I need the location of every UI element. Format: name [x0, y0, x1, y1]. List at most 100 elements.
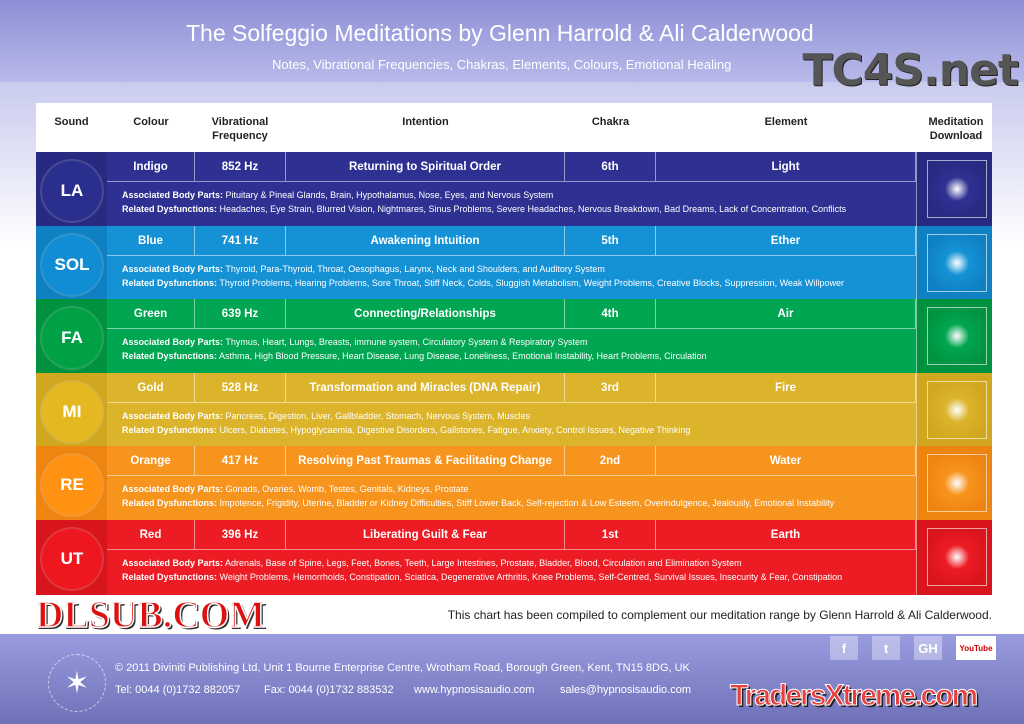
- body-parts-value: Gonads, Ovaries, Womb, Testes, Genitals,…: [225, 484, 469, 494]
- body-parts: Associated Body Parts: Adrenals, Base of…: [122, 556, 842, 570]
- meditation-cell: [916, 373, 992, 447]
- body-parts: Associated Body Parts: Thymus, Heart, Lu…: [122, 335, 707, 349]
- meditation-download-cover[interactable]: [927, 234, 987, 292]
- body-parts-label: Associated Body Parts:: [122, 411, 224, 421]
- dysfunctions-value: Asthma, High Blood Pressure, Heart Disea…: [219, 351, 707, 361]
- sound-badge: FA: [42, 308, 102, 368]
- diviniti-logo: ✶: [48, 654, 106, 712]
- element-cell: Light: [656, 152, 916, 182]
- watermark-tc4s: TC4S.net: [802, 45, 1019, 96]
- dysfunctions: Related Dysfunctions: Asthma, High Blood…: [122, 349, 707, 363]
- dysfunctions-label: Related Dysfunctions:: [122, 425, 218, 435]
- body-parts-value: Pituitary & Pineal Glands, Brain, Hypoth…: [225, 190, 554, 200]
- chakra-cell: 1st: [565, 520, 656, 550]
- chakra-cell: 2nd: [565, 446, 656, 476]
- gh-icon[interactable]: GH: [914, 636, 942, 660]
- sound-cell: FA: [36, 299, 107, 373]
- body-parts-value: Pancreas, Digestion, Liver, Gallbladder,…: [225, 411, 531, 421]
- body-parts-value: Thymus, Heart, Lungs, Breasts, immune sy…: [225, 337, 588, 347]
- sound-badge: MI: [42, 382, 102, 442]
- chakra-cell: 5th: [565, 226, 656, 256]
- dysfunctions-value: Impotence, Frigidity, Uterine, Bladder o…: [219, 498, 835, 508]
- dysfunctions-label: Related Dysfunctions:: [122, 572, 218, 582]
- body-info: Associated Body Parts: Pituitary & Pinea…: [122, 188, 846, 216]
- body-parts-label: Associated Body Parts:: [122, 558, 224, 568]
- footer: ✶ © 2011 Diviniti Publishing Ltd, Unit 1…: [0, 634, 1024, 724]
- solfeggio-table: Sound Colour Vibrational Frequency Inten…: [36, 103, 992, 595]
- body-info: Associated Body Parts: Thyroid, Para-Thy…: [122, 262, 844, 290]
- element-cell: Air: [656, 299, 916, 329]
- meditation-cell: [916, 226, 992, 300]
- footer-address: © 2011 Diviniti Publishing Ltd, Unit 1 B…: [115, 662, 690, 674]
- frequency-cell: 528 Hz: [195, 373, 286, 403]
- body-parts: Associated Body Parts: Gonads, Ovaries, …: [122, 482, 834, 496]
- body-info: Associated Body Parts: Pancreas, Digesti…: [122, 409, 690, 437]
- body-parts-label: Associated Body Parts:: [122, 484, 224, 494]
- intention-cell: Transformation and Miracles (DNA Repair): [286, 373, 565, 403]
- meditation-download-cover[interactable]: [927, 454, 987, 512]
- body-parts: Associated Body Parts: Thyroid, Para-Thy…: [122, 262, 844, 276]
- col-chakra: Chakra: [591, 116, 630, 128]
- meditation-download-cover[interactable]: [927, 307, 987, 365]
- footer-web[interactable]: www.hypnosisaudio.com: [414, 684, 535, 696]
- row-sol: SOL Blue 741 Hz Awakening Intuition 5th …: [36, 226, 992, 300]
- colour-cell: Green: [107, 299, 195, 329]
- sound-badge: SOL: [42, 235, 102, 295]
- body-parts-label: Associated Body Parts:: [122, 190, 224, 200]
- frequency-cell: 852 Hz: [195, 152, 286, 182]
- dysfunctions: Related Dysfunctions: Impotence, Frigidi…: [122, 496, 834, 510]
- dysfunctions: Related Dysfunctions: Ulcers, Diabetes, …: [122, 423, 690, 437]
- dysfunctions: Related Dysfunctions: Headaches, Eye Str…: [122, 202, 846, 216]
- dysfunctions: Related Dysfunctions: Weight Problems, H…: [122, 570, 842, 584]
- twitter-icon[interactable]: t: [872, 636, 900, 660]
- sound-cell: MI: [36, 373, 107, 447]
- footer-email[interactable]: sales@hypnosisaudio.com: [560, 684, 692, 696]
- sound-cell: UT: [36, 520, 107, 595]
- dysfunctions-value: Thyroid Problems, Hearing Problems, Sore…: [219, 278, 844, 288]
- col-sound: Sound: [54, 116, 89, 128]
- col-element: Element: [764, 116, 808, 128]
- dysfunctions-label: Related Dysfunctions:: [122, 351, 218, 361]
- meditation-cell: [916, 299, 992, 373]
- dysfunctions-value: Weight Problems, Hemorrhoids, Constipati…: [219, 572, 843, 582]
- watermark-dlsub: DLSUB.COM: [35, 594, 266, 636]
- frequency-cell: 396 Hz: [195, 520, 286, 550]
- frequency-cell: 741 Hz: [195, 226, 286, 256]
- colour-cell: Orange: [107, 446, 195, 476]
- meditation-download-cover[interactable]: [927, 381, 987, 439]
- body-info: Associated Body Parts: Adrenals, Base of…: [122, 556, 842, 584]
- colour-cell: Indigo: [107, 152, 195, 182]
- col-meditation: Meditation Download: [928, 116, 984, 142]
- intention-cell: Awakening Intuition: [286, 226, 565, 256]
- dysfunctions-label: Related Dysfunctions:: [122, 498, 218, 508]
- meditation-download-cover[interactable]: [927, 528, 987, 586]
- row-la: LA Indigo 852 Hz Returning to Spiritual …: [36, 152, 992, 226]
- meditation-cell: [916, 152, 992, 226]
- footnote: This chart has been compiled to compleme…: [447, 608, 992, 622]
- row-fa: FA Green 639 Hz Connecting/Relationships…: [36, 299, 992, 373]
- body-parts-value: Adrenals, Base of Spine, Legs, Feet, Bon…: [225, 558, 742, 568]
- dysfunctions: Related Dysfunctions: Thyroid Problems, …: [122, 276, 844, 290]
- page-subtitle: Notes, Vibrational Frequencies, Chakras,…: [272, 57, 732, 72]
- sound-badge: LA: [42, 161, 102, 221]
- body-parts-value: Thyroid, Para-Thyroid, Throat, Oesophagu…: [225, 264, 605, 274]
- sound-cell: RE: [36, 446, 107, 520]
- row-ut: UT Red 396 Hz Liberating Guilt & Fear 1s…: [36, 520, 992, 595]
- watermark-tradersxtreme: TradersXtreme.com: [729, 679, 978, 713]
- element-cell: Ether: [656, 226, 916, 256]
- dysfunctions-value: Headaches, Eye Strain, Blurred Vision, N…: [219, 204, 847, 214]
- facebook-icon[interactable]: f: [830, 636, 858, 660]
- col-colour: Colour: [133, 116, 169, 128]
- intention-cell: Resolving Past Traumas & Facilitating Ch…: [286, 446, 565, 476]
- meditation-cell: [916, 520, 992, 595]
- body-info: Associated Body Parts: Thymus, Heart, Lu…: [122, 335, 707, 363]
- colour-cell: Blue: [107, 226, 195, 256]
- page-title: The Solfeggio Meditations by Glenn Harro…: [186, 20, 814, 46]
- dysfunctions-label: Related Dysfunctions:: [122, 278, 218, 288]
- youtube-icon[interactable]: YouTube: [956, 636, 996, 660]
- meditation-download-cover[interactable]: [927, 160, 987, 218]
- sound-badge: UT: [42, 529, 102, 589]
- body-parts-label: Associated Body Parts:: [122, 264, 224, 274]
- chakra-cell: 6th: [565, 152, 656, 182]
- colour-cell: Red: [107, 520, 195, 550]
